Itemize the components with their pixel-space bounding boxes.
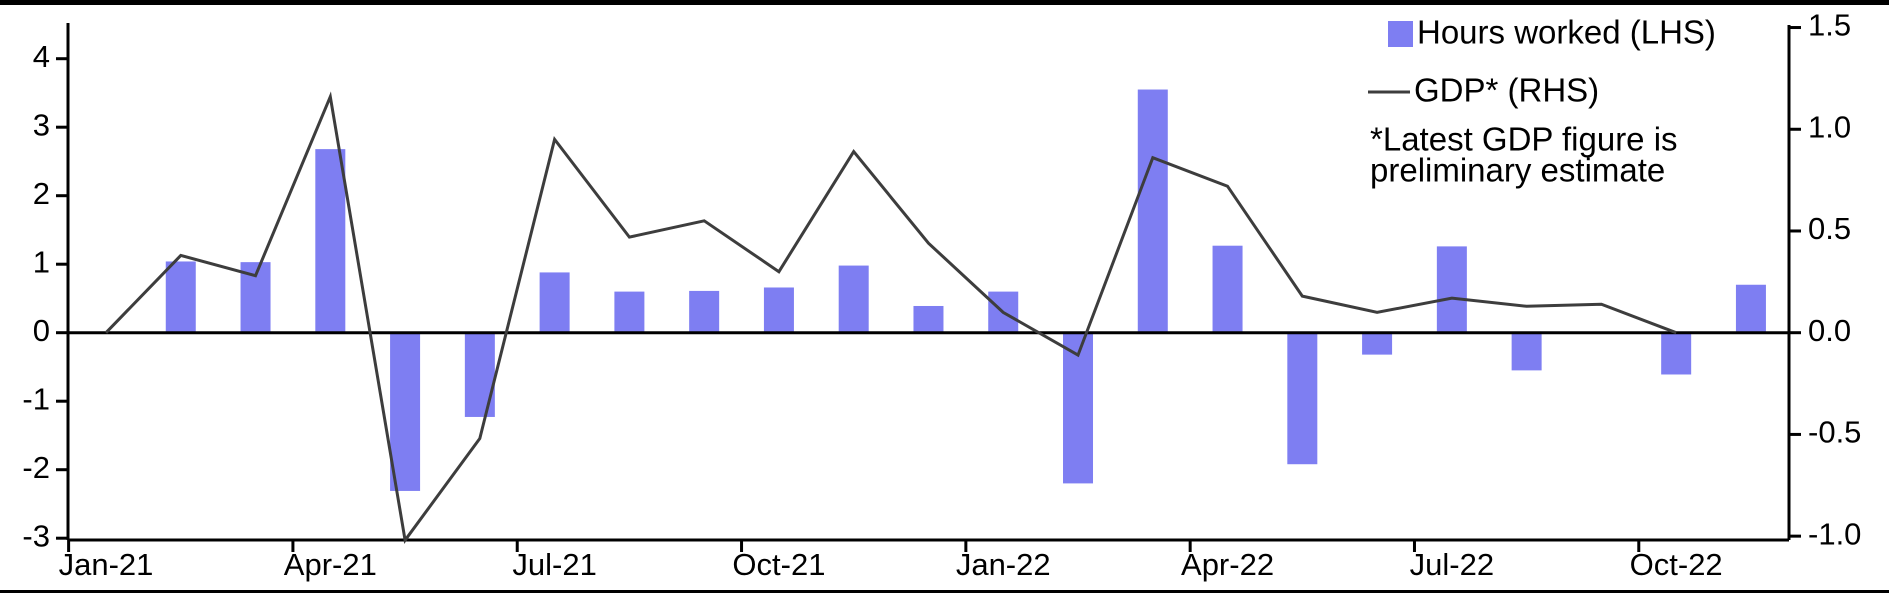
left-axis-label: 4 [33, 39, 50, 74]
bar-Nov-22 [1735, 284, 1766, 333]
bottom-border [0, 590, 1889, 593]
bar-Dec-21 [913, 305, 944, 333]
legend-gdp-label: GDP* (RHS) [1414, 72, 1599, 109]
top-border [0, 0, 1889, 5]
bar-Jun-22 [1362, 332, 1393, 355]
left-axis-label: 0 [33, 313, 50, 348]
bar-Oct-21 [763, 287, 794, 333]
bar-May-22 [1287, 332, 1318, 465]
gdp-line [104, 91, 1677, 544]
right-axis-label: 1.5 [1808, 8, 1851, 43]
x-axis-label: Oct-22 [1630, 547, 1723, 582]
bar-Apr-21 [315, 149, 346, 333]
bar-Jul-21 [539, 272, 570, 333]
legend-hours-worked-label: Hours worked (LHS) [1417, 14, 1716, 51]
left-axis-label: 3 [33, 107, 50, 142]
bar-Jun-21 [464, 332, 495, 417]
x-axis-label: Apr-22 [1181, 547, 1274, 582]
left-axis-label: -2 [22, 450, 50, 485]
x-axis-label: Oct-21 [732, 547, 825, 582]
x-axis-label: Apr-21 [284, 547, 377, 582]
right-axis-label: 1.0 [1808, 109, 1851, 144]
bar-Sep-21 [689, 290, 720, 333]
bar-Feb-22 [1063, 332, 1094, 484]
bar-Oct-22 [1661, 332, 1692, 375]
bar-Jul-22 [1436, 246, 1467, 333]
left-axis-label: 1 [33, 244, 50, 279]
bars-group [165, 89, 1766, 491]
axes-group: 4 3 2 1 0 -1 -2 -3 1.5 1.0 0.5 0.0 -0.5 -1.0 Jan-21 Apr… [22, 8, 1861, 582]
x-axis-label: Jan-22 [956, 547, 1051, 582]
hours-worked-swatch [1388, 21, 1413, 47]
bar-Feb-21 [165, 261, 196, 333]
right-axis-label: 0.0 [1808, 313, 1851, 348]
gdp-footnote-line-2: preliminary estimate [1370, 152, 1665, 189]
bar-Aug-22 [1511, 332, 1542, 371]
x-axis-label: Jan-21 [59, 547, 154, 582]
right-axis-label: -1.0 [1808, 516, 1861, 551]
left-axis-label: -3 [22, 518, 50, 553]
right-axis-label: -0.5 [1808, 415, 1861, 450]
x-axis-label: Jul-21 [512, 547, 596, 582]
legend: Hours worked (LHS) GDP* (RHS) *Latest GD… [1368, 14, 1716, 189]
x-axis-label: Jul-22 [1410, 547, 1494, 582]
bar-Nov-21 [838, 265, 869, 333]
bar-May-21 [390, 332, 421, 491]
bar-Aug-21 [614, 291, 645, 333]
left-axis-label: -1 [22, 381, 50, 416]
right-axis-label: 0.5 [1808, 211, 1851, 246]
bar-Apr-22 [1212, 245, 1243, 333]
bar-Mar-22 [1137, 89, 1168, 333]
left-axis-label: 2 [33, 176, 50, 211]
gdp-footnote-line-1: *Latest GDP figure is [1370, 121, 1678, 158]
